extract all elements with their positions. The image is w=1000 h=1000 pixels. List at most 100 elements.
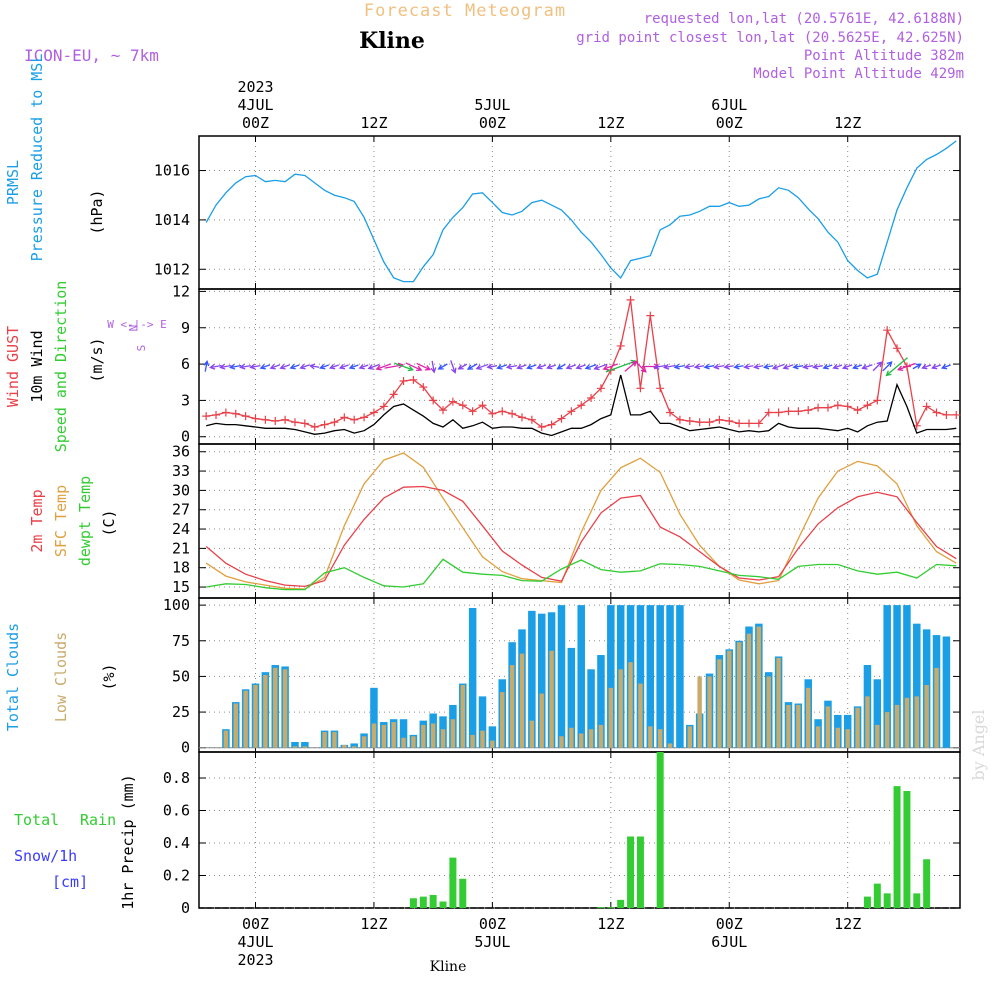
bar-low-cloud [411, 736, 416, 748]
bar-low-cloud [904, 697, 910, 748]
location-title: Kline [359, 28, 425, 54]
temperature-ytick-label: 18 [172, 559, 190, 577]
compass-south: S [135, 345, 148, 352]
bar-low-cloud [707, 676, 712, 748]
bar-low-cloud [608, 687, 614, 748]
wind-arrow-head [407, 365, 414, 372]
gust-marker [626, 295, 635, 304]
wind-arrow-shaft [405, 362, 422, 371]
gust-marker [863, 401, 872, 410]
wind-arrow-shaft [438, 363, 448, 370]
wind-ytick-label: 12 [172, 282, 190, 300]
wind-direction-arrow [203, 359, 210, 372]
bar-total-cloud [350, 743, 358, 748]
bar-low-cloud [361, 736, 367, 748]
temperature-ylabel: 2m Temp [28, 489, 46, 552]
wind-direction-arrow [348, 363, 359, 370]
precipitation-frame [198, 751, 961, 909]
temperature-ytick-label: 30 [172, 481, 190, 499]
bar-low-cloud [588, 729, 594, 748]
wind-direction-arrow [394, 362, 414, 372]
wind-ylabel: (m/s) [88, 337, 106, 382]
bar-precip [903, 791, 911, 908]
bar-low-cloud [273, 667, 278, 748]
wind-arrow-shaft [594, 363, 608, 370]
wind-arrow-head [430, 367, 437, 374]
wind-arrow-head [575, 363, 582, 370]
bar-precip [617, 899, 625, 908]
wind-arrow-shaft [359, 364, 369, 369]
gust-marker [537, 423, 546, 432]
bar-low-cloud [796, 704, 801, 748]
wind-arrow-shaft [585, 364, 597, 369]
precipitation-legend-label: [cm] [52, 873, 88, 891]
time-axis-bottom-label: 00Z [479, 915, 506, 933]
series-line-prmsl [205, 140, 957, 283]
wind-arrow-head [792, 363, 799, 370]
gust-marker [429, 396, 438, 405]
wind-arrow-shaft [843, 364, 853, 369]
bar-precip [449, 857, 457, 908]
bar-precip [913, 893, 921, 908]
bar-low-cloud [815, 726, 821, 748]
wind-direction-arrow [693, 363, 705, 370]
bar-total-cloud [488, 726, 497, 748]
wind-arrow-head [802, 363, 809, 370]
wind-direction-arrow [912, 363, 922, 370]
time-axis-bottom-label: 6JUL [711, 933, 747, 951]
temperature-ylabel: dewpt Temp [76, 476, 94, 566]
gust-marker [922, 402, 931, 411]
gust-marker [498, 407, 507, 416]
wind-direction-arrow [358, 363, 369, 370]
bar-total-cloud [537, 613, 546, 748]
gust-marker [725, 416, 734, 425]
pressure-ytick-label: 1014 [154, 211, 190, 229]
wind-arrow-shaft [724, 365, 734, 368]
wind-arrow-head [673, 363, 680, 370]
bar-total-cloud [646, 605, 655, 748]
wind-direction-arrow [771, 363, 785, 370]
bar-precip [627, 836, 635, 908]
bar-low-cloud [529, 720, 535, 748]
wind-direction-arrow [416, 362, 432, 371]
gust-marker [409, 375, 418, 384]
time-axis-bottom-label: 12Z [597, 915, 624, 933]
wind-arrow-head [338, 363, 346, 370]
bar-precip [656, 752, 664, 908]
gust-marker [310, 423, 319, 432]
gust-marker [369, 408, 378, 417]
wind-arrow-head [516, 363, 523, 370]
gust-marker [439, 406, 448, 415]
precipitation-legend-label: Rain [80, 811, 116, 829]
wind-direction-arrow [526, 363, 537, 370]
gust-marker [695, 418, 704, 427]
wind-arrow-head [308, 363, 316, 370]
wind-ytick-label: 9 [181, 319, 190, 337]
wind-arrow-shaft [714, 364, 725, 369]
gust-marker [883, 326, 892, 335]
wind-arrow-head [693, 363, 701, 370]
wind-arrow-head [852, 363, 859, 370]
gust-marker [448, 397, 457, 406]
wind-arrow-shaft [339, 364, 349, 369]
wind-arrow-head [703, 363, 710, 370]
bar-precip [439, 901, 447, 908]
wind-direction-arrow [289, 363, 300, 370]
bar-low-cloud [559, 736, 564, 748]
gust-marker [350, 415, 359, 424]
wind-direction-arrow [565, 363, 577, 370]
wind-arrow-shaft [290, 364, 300, 369]
wind-arrow-shaft [772, 363, 785, 370]
precipitation-ytick-label: 0.4 [163, 834, 190, 852]
wind-arrow-head [209, 363, 216, 370]
bar-total-cloud [557, 605, 566, 748]
wind-direction-arrow [931, 363, 941, 370]
bar-low-cloud [806, 687, 811, 748]
wind-arrow-shaft [537, 364, 547, 369]
wind-arrow-head [269, 363, 276, 370]
wind-arrow-shaft [764, 365, 774, 368]
wind-arrow-shaft [912, 363, 922, 370]
time-axis-top-label: 00Z [479, 114, 506, 132]
wind-arrow-shaft [210, 364, 222, 369]
wind-arrow-shaft [310, 365, 320, 368]
